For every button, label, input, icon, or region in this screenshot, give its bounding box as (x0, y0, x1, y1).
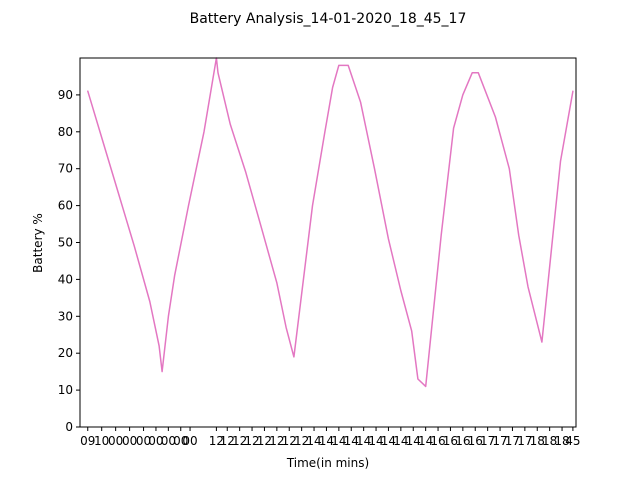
battery-series-line (87, 57, 574, 388)
y-tick-label: 0 (65, 420, 73, 434)
y-tick-label: 50 (58, 236, 73, 250)
x-tick-label: 18 (530, 434, 545, 448)
y-tick-label: 40 (58, 272, 73, 286)
x-tick-label: 00 (136, 434, 151, 448)
x-tick-label: 18 (554, 434, 569, 448)
x-tick-label: 17 (517, 434, 532, 448)
x-tick-label: 12 (220, 434, 235, 448)
x-tick-label: 14 (381, 434, 396, 448)
x-tick-label: 14 (418, 434, 433, 448)
x-tick-label: 12 (209, 434, 224, 448)
x-tick-label: 00 (173, 434, 188, 448)
x-tick-label: 14 (406, 434, 421, 448)
x-tick-label: 17 (492, 434, 507, 448)
x-tick-label: 12 (282, 434, 297, 448)
x-tick-label: 12 (232, 434, 247, 448)
y-tick-label: 30 (58, 309, 73, 323)
x-tick-label: 17 (480, 434, 495, 448)
x-tick-label: 14 (344, 434, 359, 448)
x-tick-label: 14 (393, 434, 408, 448)
y-axis: 0 10 20 30 40 50 60 70 80 90 (58, 88, 80, 434)
y-tick-label: 60 (58, 199, 73, 213)
x-tick-label: 14 (368, 434, 383, 448)
x-axis-label: Time(in mins) (286, 456, 369, 470)
x-tick-label: 14 (356, 434, 371, 448)
x-tick-label: 10 (94, 434, 109, 448)
x-tick-label: 45 (565, 434, 580, 448)
plot-area (87, 57, 574, 388)
x-tick-label: 16 (430, 434, 445, 448)
y-tick-label: 10 (58, 383, 73, 397)
x-tick-label: 00 (122, 434, 137, 448)
x-tick-label: 12 (269, 434, 284, 448)
chart-title: Battery Analysis_14-01-2020_18_45_17 (190, 11, 467, 27)
y-tick-label: 70 (58, 162, 73, 176)
x-tick-label: 14 (331, 434, 346, 448)
x-tick-label: 09 (80, 434, 95, 448)
x-tick-label: 17 (505, 434, 520, 448)
x-tick-label: 16 (443, 434, 458, 448)
x-tick-label: 00 (108, 434, 123, 448)
x-tick-label: 12 (294, 434, 309, 448)
x-tick-label: 14 (306, 434, 321, 448)
y-axis-label: Battery % (31, 213, 45, 273)
x-tick-label: 12 (244, 434, 259, 448)
x-tick-label: 16 (455, 434, 470, 448)
x-tick-label: 00 (161, 434, 176, 448)
x-tick-label: 14 (319, 434, 334, 448)
y-tick-label: 80 (58, 125, 73, 139)
y-tick-label: 90 (58, 88, 73, 102)
x-tick-label: 16 (468, 434, 483, 448)
x-tick-label: 12 (257, 434, 272, 448)
x-tick-label: 00 (148, 434, 163, 448)
x-tick-label: 18 (542, 434, 557, 448)
y-tick-label: 20 (58, 346, 73, 360)
x-tick-label: 00 (182, 434, 197, 448)
